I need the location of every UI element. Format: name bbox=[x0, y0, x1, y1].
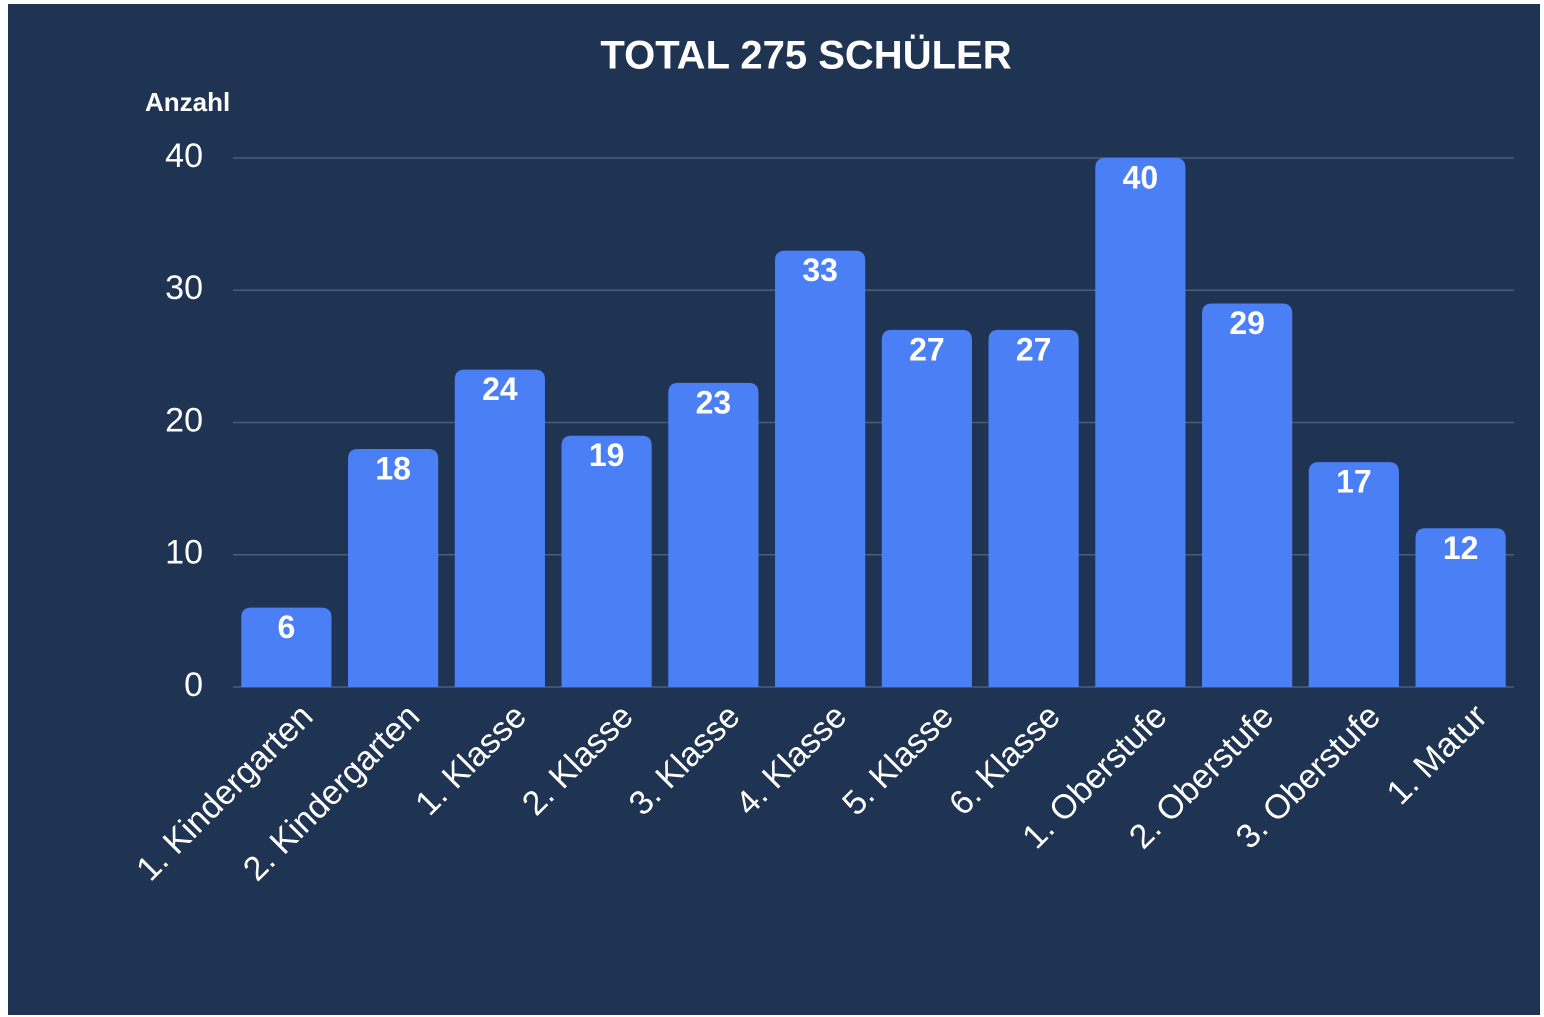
bar bbox=[454, 369, 545, 687]
y-tick-label: 10 bbox=[165, 534, 203, 572]
bar bbox=[561, 435, 652, 687]
value-label: 29 bbox=[1229, 305, 1265, 341]
value-label: 12 bbox=[1443, 530, 1479, 566]
bar bbox=[988, 329, 1079, 687]
value-label: 6 bbox=[277, 609, 295, 645]
y-tick-label: 40 bbox=[165, 137, 203, 175]
bar bbox=[1095, 158, 1186, 687]
bar bbox=[1415, 528, 1506, 687]
value-label: 40 bbox=[1123, 159, 1159, 195]
value-label: 19 bbox=[589, 437, 625, 473]
value-label: 24 bbox=[482, 371, 518, 407]
value-label: 17 bbox=[1336, 464, 1372, 500]
value-label: 27 bbox=[1016, 331, 1052, 367]
value-label: 18 bbox=[375, 450, 411, 486]
bar bbox=[1308, 462, 1399, 687]
bar bbox=[348, 448, 439, 687]
y-axis-label: Anzahl bbox=[145, 87, 230, 117]
y-tick-label: 30 bbox=[165, 269, 203, 307]
bar bbox=[1202, 303, 1293, 687]
bar bbox=[881, 329, 972, 687]
y-tick-label: 20 bbox=[165, 401, 203, 439]
chart-title: TOTAL 275 SCHÜLER bbox=[600, 33, 1011, 78]
bar bbox=[668, 382, 759, 687]
value-label: 27 bbox=[909, 331, 945, 367]
value-label: 33 bbox=[802, 252, 838, 288]
y-tick-label: 0 bbox=[184, 666, 203, 704]
bar bbox=[241, 607, 332, 687]
value-label: 23 bbox=[696, 384, 732, 420]
bar bbox=[775, 250, 866, 687]
